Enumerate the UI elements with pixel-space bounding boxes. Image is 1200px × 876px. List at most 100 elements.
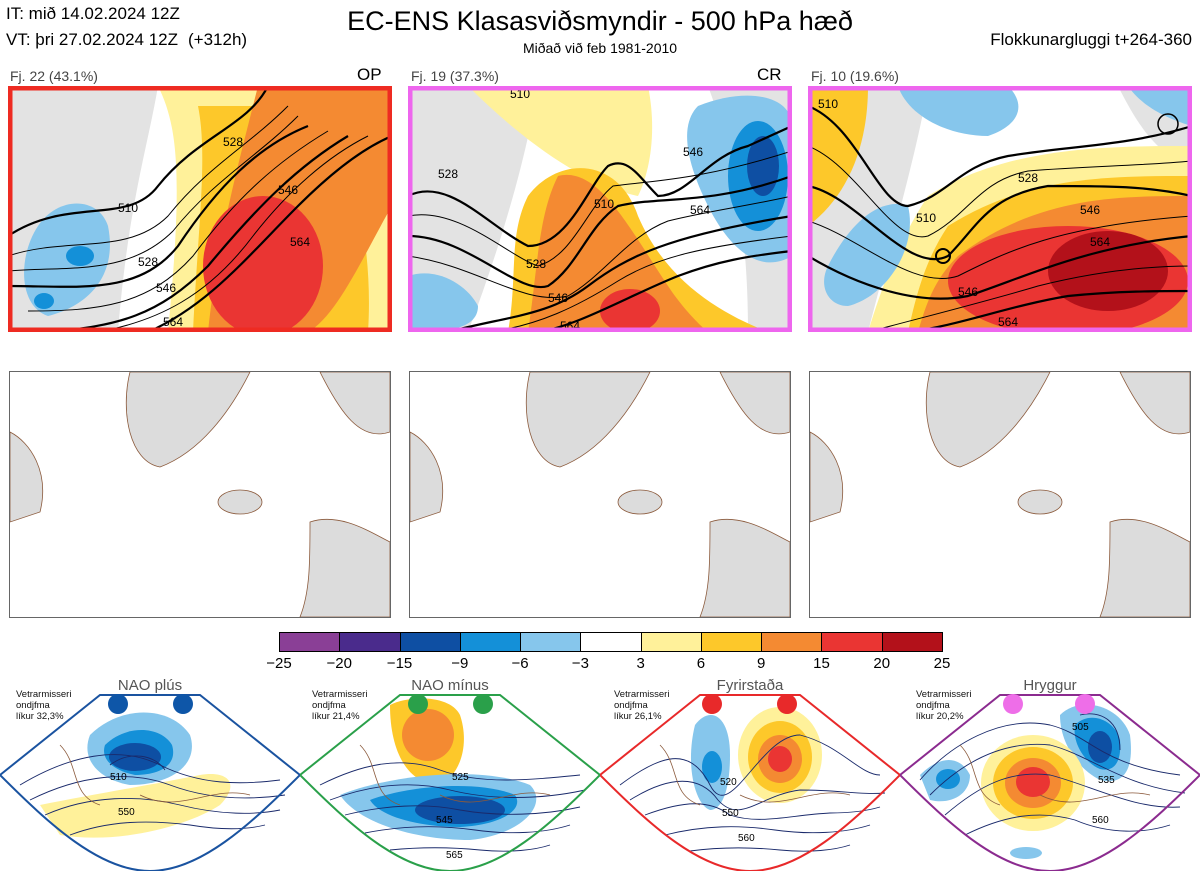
cluster-2-contour-label: 546 xyxy=(548,291,568,305)
colorbar-tick-label: −6 xyxy=(511,655,529,672)
regime-note-sub: ondjfma xyxy=(614,700,648,711)
regime-note-title: Vetrarmisseri xyxy=(312,689,368,700)
cluster-3-contour-label: 546 xyxy=(958,285,978,299)
regime-iso-label: 550 xyxy=(722,808,739,819)
regime-dot-icon xyxy=(173,694,193,714)
classification-window: Flokkunargluggi t+264-360 xyxy=(990,30,1192,49)
regime-name: Hryggur xyxy=(1023,677,1077,694)
colorbar-tick-label: −3 xyxy=(571,655,589,672)
cluster-1-field: 510 528 546 564 528 546 564 xyxy=(8,86,392,332)
cluster-2-map: 510 528 546 564 510 528 546 564 xyxy=(408,86,792,332)
regime-note-prob: líkur 32,3% xyxy=(16,711,64,722)
colorbar-tick-label: −15 xyxy=(386,655,413,672)
cluster-1-contour-label: 546 xyxy=(278,183,298,197)
cluster-2-contour-label: 546 xyxy=(683,145,703,159)
colorbar-segment xyxy=(881,632,943,652)
regime-note-title: Vetrarmisseri xyxy=(614,689,670,700)
empty-map-2 xyxy=(409,371,791,618)
regime-dot-icon xyxy=(777,694,797,714)
coastline-map xyxy=(410,372,790,617)
lead-time: (+312h) xyxy=(188,30,248,49)
regime-iso-label: 560 xyxy=(1092,815,1109,826)
regime-iso-label: 550 xyxy=(118,807,135,818)
cluster-1-contour-label: 528 xyxy=(223,135,243,149)
colorbar-segment xyxy=(520,632,582,652)
cluster-1-contour-label: 564 xyxy=(163,315,183,329)
regime-ridge-map: 505 535 560 xyxy=(898,694,1200,873)
cluster-1-contour-label: 528 xyxy=(138,255,158,269)
cluster-2-label: Fj. 19 (37.3%) xyxy=(411,68,499,84)
regime-iso-label: 505 xyxy=(1072,722,1089,733)
colorbar-tick-label: −20 xyxy=(326,655,352,672)
cluster-3-contour-label: 546 xyxy=(1080,203,1100,217)
cluster-3-contour-label: 564 xyxy=(1090,235,1110,249)
regime-dot-icon xyxy=(1075,694,1095,714)
regime-note-prob: líkur 26,1% xyxy=(614,711,662,722)
cluster-3-field: 510 528 546 564 546 564 510 xyxy=(808,86,1192,332)
regime-note-sub: ondjfma xyxy=(16,700,50,711)
regime-blocking: 520 550 560 Fyrirstaða Vetrarmisseri ond… xyxy=(598,675,902,873)
regime-blocking-map: 520 550 560 xyxy=(598,694,902,873)
regime-note-title: Vetrarmisseri xyxy=(16,689,72,700)
regime-dot-icon xyxy=(108,694,128,714)
regime-iso-label: 545 xyxy=(436,815,453,826)
colorbar-tick-label: 6 xyxy=(696,655,706,672)
initial-time: IT: mið 14.02.2024 12Z xyxy=(6,4,180,23)
cluster-2-contour-label: 528 xyxy=(438,167,458,181)
cluster-2-tag: CR xyxy=(757,65,782,84)
colorbar-segment xyxy=(580,632,642,652)
colorbar-tick-label: 20 xyxy=(873,655,891,672)
cluster-1-contour-label: 564 xyxy=(290,235,310,249)
valid-time: VT: þri 27.02.2024 12Z (+312h) xyxy=(6,30,247,50)
regime-note: Vetrarmisseri ondjfma líkur 32,3% xyxy=(16,689,71,722)
colorbar-segment xyxy=(279,632,341,652)
regime-ridge: 505 535 560 Hryggur Vetrarmisseri ondjfm… xyxy=(898,675,1200,873)
regime-iso-label: 565 xyxy=(446,850,463,861)
cluster-3-contour-label: 510 xyxy=(818,97,838,111)
colorbar-segment xyxy=(459,632,522,652)
valid-time-value: VT: þri 27.02.2024 12Z xyxy=(6,30,179,49)
cluster-1-frame xyxy=(8,86,392,332)
cluster-3-contour-label: 510 xyxy=(916,211,936,225)
colorbar-segment xyxy=(339,632,401,652)
cluster-3-frame xyxy=(808,86,1192,332)
colorbar-tick-label: 25 xyxy=(933,655,951,672)
colorbar-tick-label: 15 xyxy=(813,655,830,672)
colorbar-segment xyxy=(761,632,823,652)
regime-iso-label: 510 xyxy=(110,772,127,783)
page-title: EC-ENS Klasasviðsmyndir - 500 hPa hæð xyxy=(347,6,853,36)
regime-note: Vetrarmisseri ondjfma líkur 20,2% xyxy=(916,689,971,722)
regime-iso-label: 520 xyxy=(720,777,737,788)
cluster-1-map: 510 528 546 564 528 546 564 xyxy=(8,86,392,332)
regime-dot-icon xyxy=(408,694,428,714)
regime-nao-plus: 510 550 NAO plús Vetrarmisseri ondjfma l… xyxy=(0,675,302,873)
empty-map-3 xyxy=(809,371,1191,618)
regime-name: NAO mínus xyxy=(411,677,489,694)
regime-note-sub: ondjfma xyxy=(312,700,346,711)
cluster-3-contour-label: 528 xyxy=(1018,171,1038,185)
cluster-1-tag: OP xyxy=(357,65,382,84)
coastline-map xyxy=(810,372,1190,617)
cluster-1-contour-label: 510 xyxy=(118,201,138,215)
colorbar-segment xyxy=(700,632,763,652)
cluster-2-contour-label: 528 xyxy=(526,257,546,271)
regime-note-prob: líkur 21,4% xyxy=(312,711,360,722)
cluster-3-label: Fj. 10 (19.6%) xyxy=(811,68,899,84)
cluster-2-frame xyxy=(408,86,792,332)
regime-nao-plus-map: 510 550 xyxy=(0,694,302,873)
cluster-1-label: Fj. 22 (43.1%) xyxy=(10,68,98,84)
regime-iso-label: 560 xyxy=(738,833,755,844)
colorbar-tick-label: −25 xyxy=(266,655,292,672)
regime-nao-minus-map: 525 545 565 xyxy=(298,694,602,873)
cluster-1-contour-label: 546 xyxy=(156,281,176,295)
colorbar-tick-label: 3 xyxy=(636,655,645,672)
regime-name: Fyrirstaða xyxy=(716,677,784,694)
cluster-2-field: 510 528 546 564 510 528 546 564 xyxy=(408,86,792,332)
regime-iso-label: 525 xyxy=(452,772,469,783)
regime-iso-label: 535 xyxy=(1098,775,1115,786)
regime-dot-icon xyxy=(473,694,493,714)
regime-note-prob: líkur 20,2% xyxy=(916,711,964,722)
regime-note: Vetrarmisseri ondjfma líkur 21,4% xyxy=(312,689,367,722)
colorbar-tick-label: 9 xyxy=(757,655,766,672)
regime-note-sub: ondjfma xyxy=(916,700,950,711)
